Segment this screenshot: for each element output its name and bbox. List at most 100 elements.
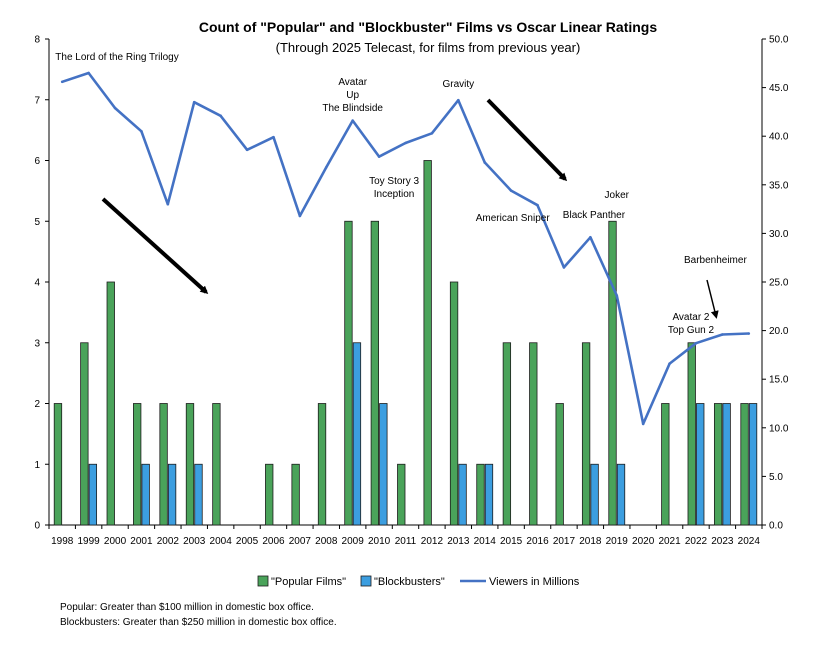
popular-bar-2011	[397, 463, 406, 526]
x-tick-label: 2004	[210, 536, 233, 547]
popular-bar-2022	[687, 342, 696, 526]
blockbuster-bar-2002	[167, 463, 177, 526]
popular-bar-2015	[502, 342, 512, 526]
chart-subtitle: (Through 2025 Telecast, for films from p…	[276, 40, 581, 55]
left-tick-label: 7	[34, 95, 40, 106]
left-tick-label: 4	[34, 278, 40, 289]
annotation-2022: Avatar 2 Top Gun 2	[668, 312, 715, 336]
legend: "Popular Films" "Blockbusters" Viewers in …	[257, 575, 580, 588]
x-tick-label: 2018	[579, 536, 602, 547]
x-tick-label: 2023	[711, 536, 734, 547]
viewers-point-2018	[589, 235, 592, 239]
popular-bar-2007	[291, 463, 300, 526]
barbenheimer-arrow	[706, 279, 719, 319]
x-tick-label: 2013	[447, 536, 470, 547]
annotation-line: Barbenheimer	[684, 255, 747, 266]
annotation-2013: Gravity	[442, 79, 474, 90]
x-tick-label: 2016	[526, 536, 549, 547]
footnote-0: Popular: Greater than $100 million in do…	[60, 602, 314, 613]
blockbuster-bar-2010	[379, 403, 388, 526]
right-tick-label: 20.0	[769, 326, 789, 337]
annotation-line: Avatar	[338, 77, 367, 88]
viewers-point-2022	[694, 341, 698, 345]
viewers-point-2008	[324, 166, 328, 169]
legend-label-blockbusters: "Blockbusters"	[374, 576, 445, 588]
left-tick-label: 5	[34, 217, 40, 228]
right-tick-label: 45.0	[769, 83, 789, 94]
popular-bar-2024	[740, 403, 749, 526]
viewers-point-2002	[166, 202, 170, 206]
x-tick-label: 1998	[51, 536, 74, 547]
left-tick-label: 3	[34, 338, 40, 349]
legend-label-viewers: Viewers in Millions	[489, 576, 580, 588]
viewers-point-2023	[721, 333, 724, 336]
annotation-line: Toy Story 3	[369, 176, 419, 187]
blockbuster-bar-2003	[194, 463, 203, 526]
x-tick-label: 2011	[395, 536, 417, 547]
annotation-line: Up	[346, 90, 359, 101]
trend-arrow-left	[101, 197, 209, 295]
chart-title: Count of "Popular" and "Blockbuster" Fil…	[199, 19, 658, 35]
x-tick-label: 2017	[553, 536, 576, 547]
viewers-point-2015	[509, 189, 513, 192]
popular-bar-2009	[344, 220, 353, 526]
annotation-line: Avatar 2	[672, 312, 709, 323]
legend-swatch-blockbusters	[360, 575, 372, 587]
legend-label-popular: "Popular Films"	[271, 576, 346, 588]
popular-bar-2023	[713, 403, 723, 526]
blockbuster-bar-2019	[616, 463, 626, 526]
trend-arrow-right	[486, 98, 568, 182]
viewers-point-2011	[404, 141, 407, 145]
x-tick-label: 2006	[262, 536, 285, 547]
left-tick-label: 0	[34, 521, 40, 532]
viewers-point-2001	[140, 130, 143, 133]
popular-bar-2018	[581, 342, 591, 526]
x-tick-label: 2000	[104, 536, 127, 547]
trend-arrows	[101, 98, 719, 319]
blockbuster-bar-2014	[484, 463, 494, 526]
viewers-point-2020	[641, 422, 645, 426]
popular-bar-2010	[370, 220, 379, 526]
x-tick-label: 2020	[632, 536, 655, 547]
x-tick-label: 2024	[738, 536, 761, 547]
viewers-point-2019	[615, 294, 619, 297]
left-tick-label: 6	[34, 156, 40, 167]
footnote-1: Blockbusters: Greater than $250 million …	[60, 617, 337, 628]
annotation-2023: Barbenheimer	[684, 255, 747, 266]
annotation-line: Joker	[605, 190, 630, 201]
popular-bar-2004	[212, 403, 221, 526]
annotation-line: Top Gun 2	[668, 325, 715, 336]
annotation-line: Gravity	[442, 79, 474, 90]
popular-bar-2021	[661, 403, 670, 526]
right-tick-label: 10.0	[769, 423, 789, 434]
blockbuster-bar-2013	[458, 463, 467, 526]
x-tick-label: 2021	[658, 536, 681, 547]
popular-bar-2012	[423, 160, 432, 526]
popular-bar-2013	[449, 281, 459, 526]
popular-bar-2008	[317, 403, 327, 526]
left-tick-label: 8	[34, 35, 40, 46]
popular-bar-2000	[106, 281, 115, 526]
annotation-line: The Blindside	[322, 103, 383, 114]
annotation-line: Black Panther	[563, 210, 626, 221]
viewers-point-2012	[430, 131, 434, 135]
viewers-point-2007	[298, 214, 302, 218]
x-tick-label: 2015	[500, 536, 523, 547]
x-tick-label: 2014	[474, 536, 497, 547]
annotation-1999: The Lord of the Ring Trilogy	[55, 52, 178, 63]
popular-bar-2019	[608, 220, 617, 526]
x-tick-label: 2005	[236, 536, 259, 547]
viewers-point-2016	[536, 203, 539, 207]
annotation-2019: Joker	[605, 190, 630, 201]
viewers-point-2005	[245, 148, 249, 152]
popular-bar-2014	[476, 463, 485, 526]
popular-bar-1999	[80, 342, 89, 526]
x-tick-label: 2019	[606, 536, 629, 547]
annotation-line: Inception	[374, 189, 415, 200]
viewers-point-2010	[377, 155, 381, 158]
right-tick-label: 25.0	[769, 278, 789, 289]
left-tick-label: 2	[34, 399, 40, 410]
popular-bar-2017	[555, 403, 564, 526]
viewers-point-2017	[562, 266, 566, 269]
